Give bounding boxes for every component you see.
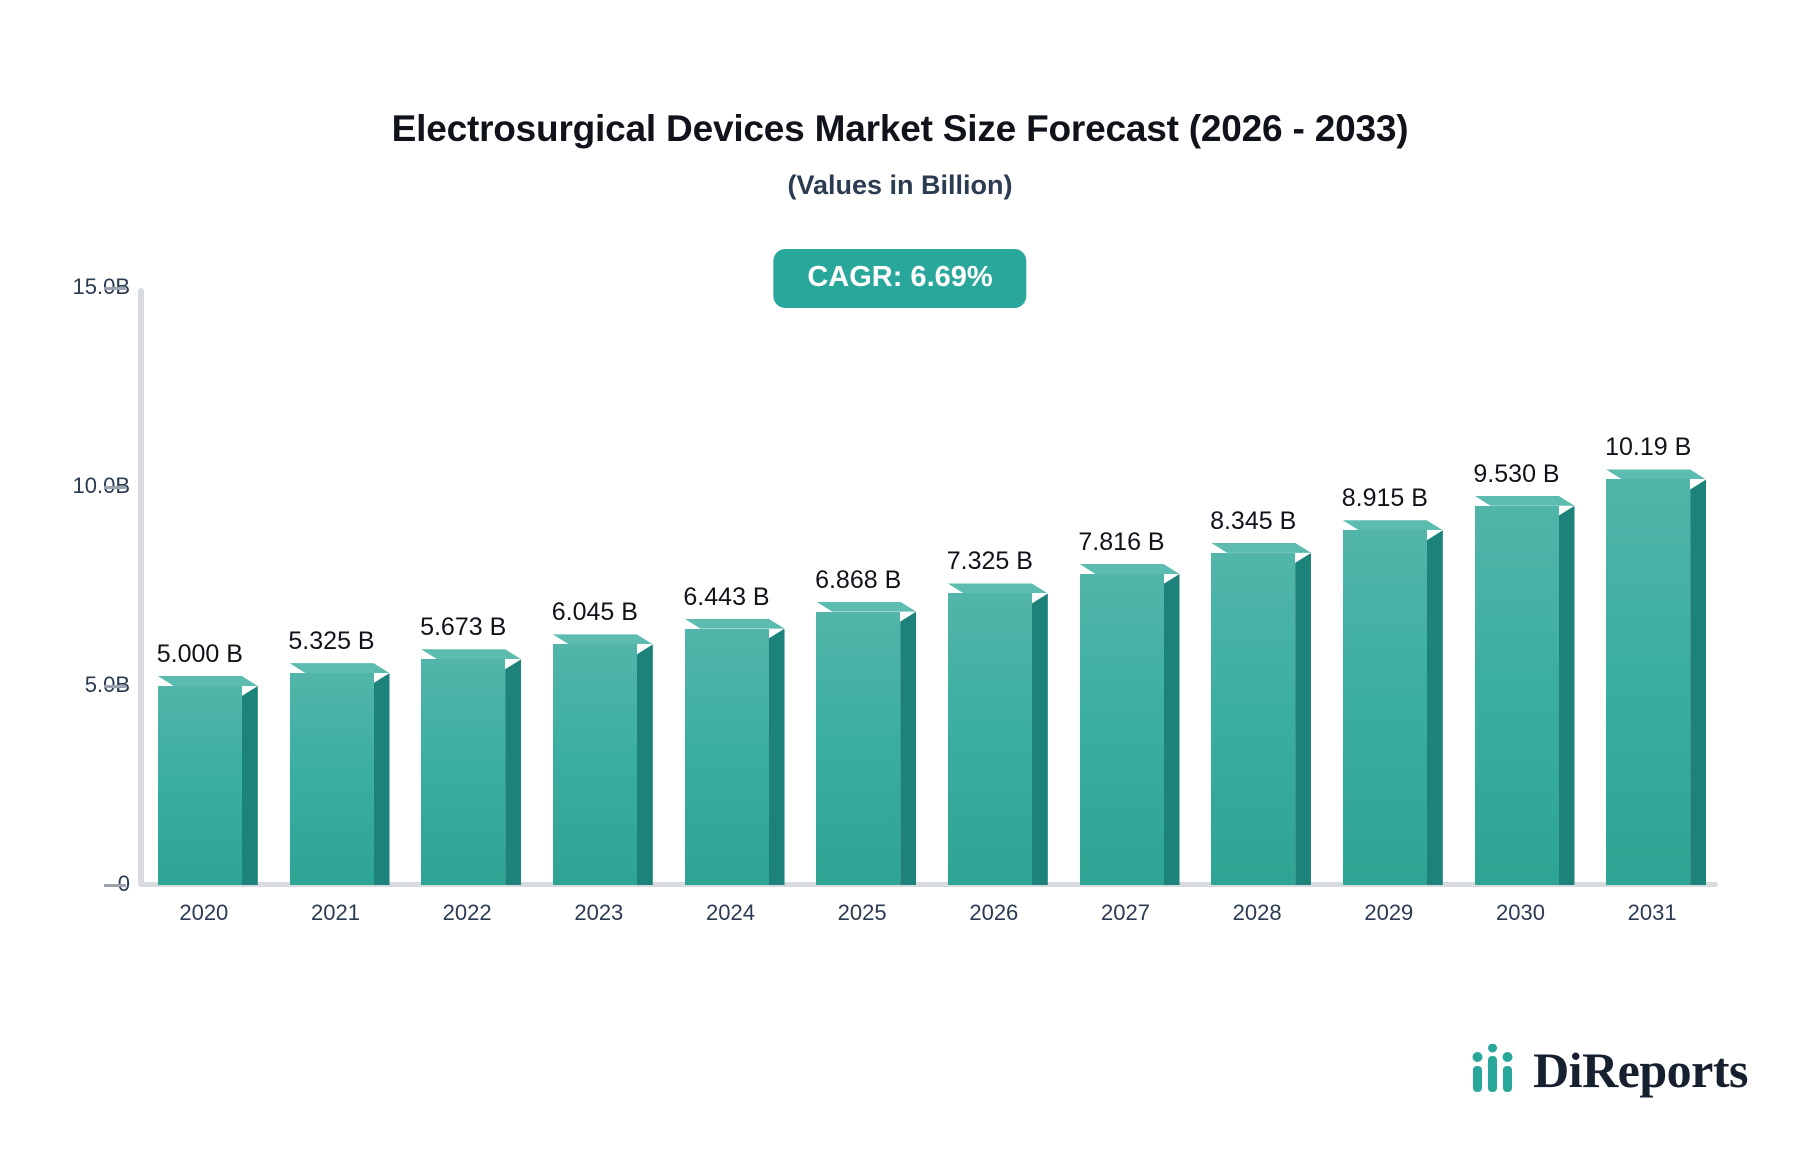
bar[interactable] bbox=[684, 628, 785, 885]
bar-front-face bbox=[684, 628, 769, 885]
bar[interactable] bbox=[1474, 505, 1575, 885]
bar-side-face bbox=[1558, 505, 1575, 885]
y-axis-line bbox=[138, 288, 144, 885]
bar[interactable] bbox=[1079, 573, 1180, 885]
bar[interactable] bbox=[157, 686, 258, 885]
x-axis-tick-label: 2027 bbox=[1101, 900, 1150, 925]
y-axis-tick-label: 5.0B bbox=[0, 672, 130, 698]
direports-logo: DiReports bbox=[1471, 1044, 1748, 1094]
y-axis-tick-label: 0 bbox=[0, 871, 130, 897]
x-axis-tick-label: 2030 bbox=[1496, 900, 1545, 925]
bar-top-face bbox=[816, 602, 916, 612]
bar-front-face bbox=[1606, 479, 1691, 885]
bar-front-face bbox=[421, 659, 506, 885]
bar-side-face bbox=[505, 659, 522, 885]
bar-side-face bbox=[1163, 573, 1180, 885]
bar-front-face bbox=[157, 686, 242, 885]
bar[interactable] bbox=[1606, 479, 1707, 885]
bar-value-label: 5.673 B bbox=[420, 613, 507, 642]
x-axis-line bbox=[138, 882, 1718, 887]
bar-top-face bbox=[1475, 496, 1575, 506]
bar-series: 5.000 B 5.325 B 5.673 B 6.045 B 6.443 B 6.868… bbox=[138, 288, 1718, 885]
bar-front-face bbox=[1211, 552, 1296, 885]
bar-top-face bbox=[1211, 543, 1311, 553]
x-axis-tick-label: 2025 bbox=[837, 900, 887, 925]
y-axis-tick-mark bbox=[104, 287, 126, 290]
bar-top-face bbox=[1080, 564, 1180, 574]
bar-value-label: 6.443 B bbox=[683, 582, 770, 611]
bar-value-label: 5.000 B bbox=[156, 640, 243, 668]
x-axis-tick-label: 2021 bbox=[311, 900, 360, 925]
bar-value-label: 7.325 B bbox=[946, 547, 1033, 576]
bar[interactable] bbox=[289, 673, 390, 885]
bar-value-label: 9.530 B bbox=[1473, 459, 1560, 488]
y-axis-tick-label: 10.0B bbox=[72, 473, 131, 498]
x-axis-tick-label: 2026 bbox=[969, 900, 1019, 925]
bar[interactable] bbox=[421, 659, 522, 885]
bar-side-face bbox=[768, 628, 785, 885]
x-axis-tick-label: 2023 bbox=[574, 900, 624, 925]
bar-top-face bbox=[421, 649, 521, 659]
bar-value-label: 10.19 B bbox=[1605, 433, 1692, 462]
bar-side-face bbox=[900, 611, 917, 885]
bar[interactable] bbox=[816, 611, 917, 885]
bar-side-face bbox=[1295, 552, 1312, 885]
x-axis-tick-label: 2020 bbox=[179, 900, 229, 925]
bar-chart-icon bbox=[1472, 1044, 1513, 1092]
cagr-badge: CAGR: 6.69% bbox=[773, 249, 1027, 308]
bar-front-face bbox=[947, 593, 1032, 885]
x-axis-tick-label: 2024 bbox=[706, 900, 755, 925]
bar-side-face bbox=[373, 673, 390, 885]
y-axis-tick-mark bbox=[104, 486, 126, 489]
x-axis-tick-label: 2022 bbox=[442, 900, 492, 925]
bar[interactable] bbox=[552, 644, 653, 885]
bar-front-face bbox=[1474, 505, 1559, 885]
bar-side-face bbox=[1426, 530, 1443, 885]
bar-front-face bbox=[816, 611, 901, 885]
page-title: Electrosurgical Devices Market Size Fore… bbox=[391, 108, 1409, 149]
bar-value-label: 6.045 B bbox=[551, 598, 638, 627]
bar-value-label: 7.816 B bbox=[1078, 527, 1165, 556]
bar-top-face bbox=[948, 583, 1048, 593]
bar-value-label: 5.325 B bbox=[288, 627, 375, 656]
bar-top-face bbox=[1343, 520, 1443, 530]
bar[interactable] bbox=[1211, 552, 1312, 885]
logo-text: DiReports bbox=[1533, 1041, 1748, 1098]
bar-value-label: 8.915 B bbox=[1341, 484, 1428, 513]
x-axis-tick-label: 2031 bbox=[1627, 900, 1677, 925]
bar-top-face bbox=[1606, 469, 1706, 479]
y-axis-tick-mark bbox=[104, 685, 126, 688]
bar-value-label: 8.345 B bbox=[1210, 506, 1297, 535]
bar-top-face bbox=[290, 663, 390, 673]
bar-top-face bbox=[158, 676, 258, 686]
bar-value-label: 6.868 B bbox=[815, 565, 902, 594]
bar-front-face bbox=[1342, 530, 1427, 885]
chart-subtitle: (Values in Billion) bbox=[787, 170, 1013, 200]
x-axis-tick-label: 2028 bbox=[1232, 900, 1282, 925]
bar-front-face bbox=[289, 673, 374, 885]
y-axis-tick-mark bbox=[104, 884, 126, 887]
bar-side-face bbox=[1031, 593, 1048, 885]
bar-side-face bbox=[636, 644, 653, 885]
bar-top-face bbox=[685, 619, 785, 629]
x-axis-tick-label: 2029 bbox=[1364, 900, 1414, 925]
bar[interactable] bbox=[1342, 530, 1443, 885]
bar-front-face bbox=[1079, 573, 1164, 885]
bar-side-face bbox=[241, 686, 258, 885]
bar-top-face bbox=[553, 634, 653, 644]
bar-side-face bbox=[1690, 479, 1707, 885]
bar-front-face bbox=[552, 644, 637, 885]
y-axis-tick-label: 15.0B bbox=[72, 274, 131, 299]
bar[interactable] bbox=[947, 593, 1048, 885]
